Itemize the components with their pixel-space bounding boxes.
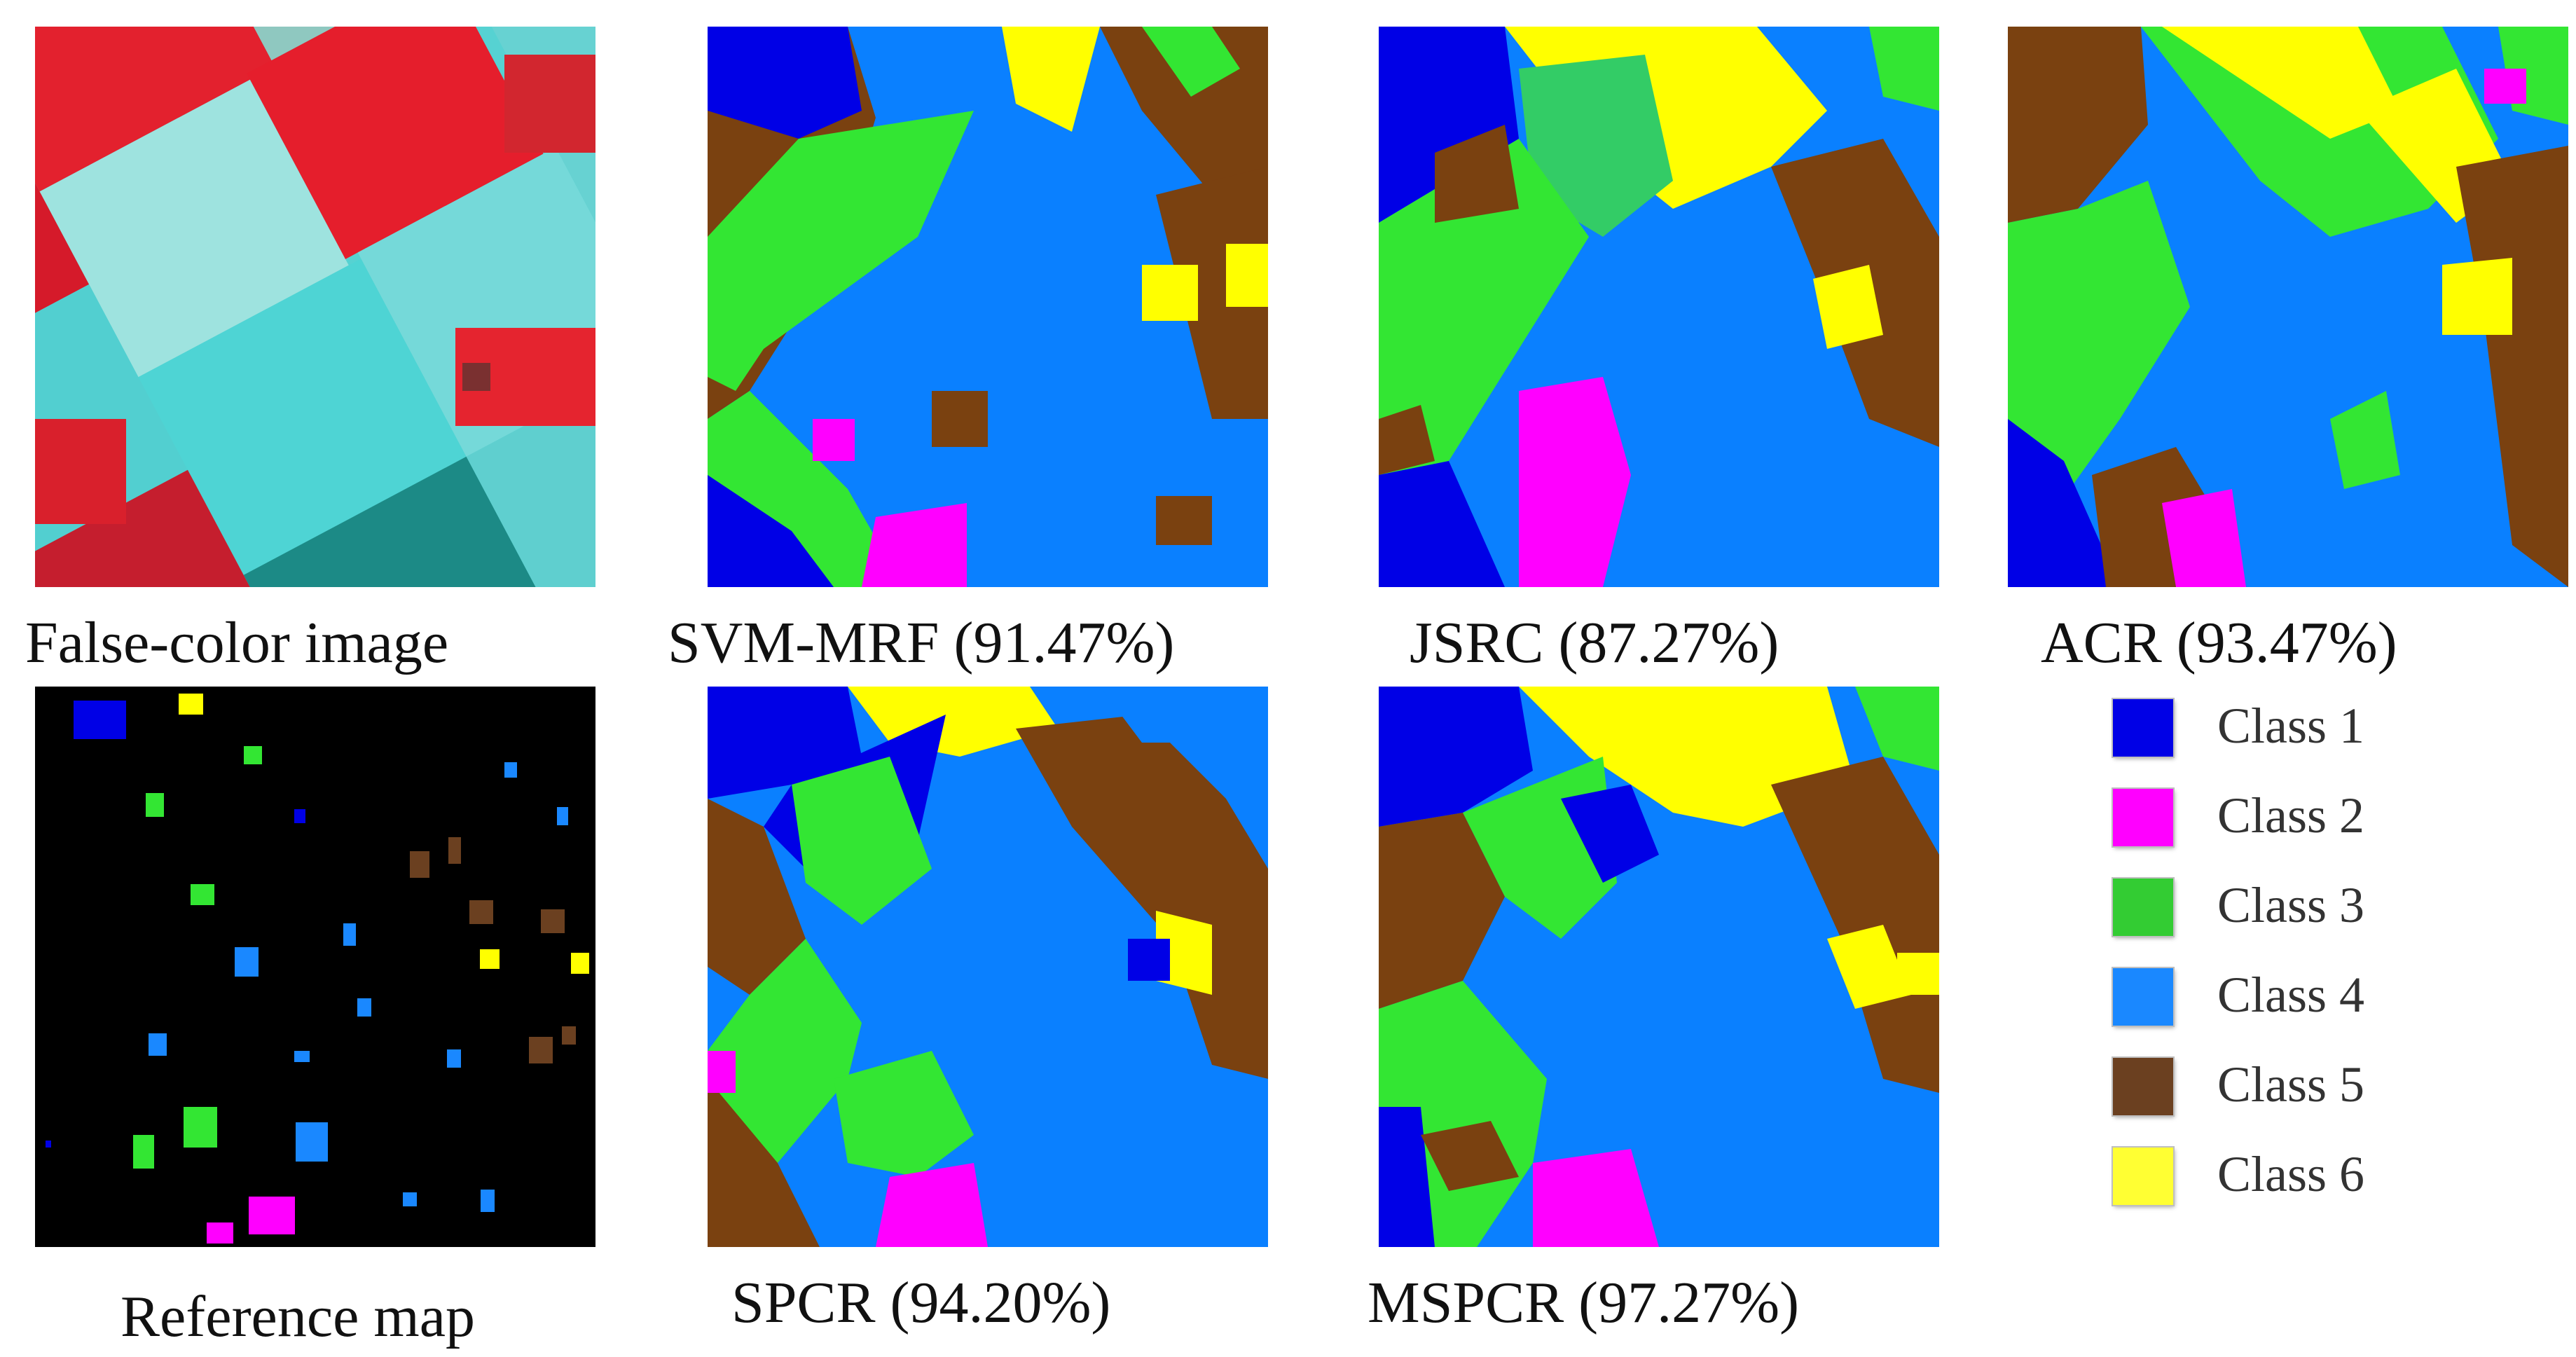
panel-caption-svm-mrf: SVM-MRF (91.47%) (668, 610, 1175, 675)
reference-map-panel (35, 687, 595, 1247)
legend-label: Class 5 (2217, 1056, 2365, 1113)
false-color-image-panel (35, 27, 595, 587)
panel-caption-acr: ACR (93.47%) (2041, 610, 2397, 675)
legend-swatch-class-2 (2113, 789, 2173, 846)
panel-caption-false-color: False-color image (25, 610, 449, 675)
legend-label: Class 6 (2217, 1146, 2365, 1202)
legend-label: Class 4 (2217, 967, 2365, 1023)
jsrc-classification-map (1379, 27, 1939, 587)
reference-map (35, 687, 595, 1247)
svm-mrf-map-panel (708, 27, 1268, 587)
panel-caption-mspcr: MSPCR (97.27%) (1368, 1270, 1800, 1335)
mspcr-map-panel (1379, 687, 1939, 1247)
legend-swatch-class-5 (2113, 1058, 2173, 1115)
legend-item-class-3: Class 3 (2102, 873, 2550, 943)
legend-label: Class 2 (2217, 787, 2365, 843)
legend-label: Class 1 (2217, 698, 2365, 754)
legend-item-class-5: Class 5 (2102, 1052, 2550, 1122)
legend-label: Class 3 (2217, 877, 2365, 933)
legend-item-class-6: Class 6 (2102, 1142, 2550, 1212)
legend-swatch-class-1 (2113, 699, 2173, 757)
jsrc-map-panel (1379, 27, 1939, 587)
legend-swatch-class-6 (2113, 1148, 2173, 1205)
svm-mrf-classification-map (708, 27, 1268, 587)
legend-swatch-class-4 (2113, 968, 2173, 1026)
acr-map-panel (2008, 27, 2568, 587)
false-color-image (35, 27, 595, 587)
spcr-map-panel (708, 687, 1268, 1247)
legend-item-class-4: Class 4 (2102, 963, 2550, 1033)
panel-caption-reference: Reference map (120, 1284, 476, 1349)
panel-caption-spcr: SPCR (94.20%) (731, 1270, 1111, 1335)
legend-item-class-1: Class 1 (2102, 694, 2550, 764)
legend-item-class-2: Class 2 (2102, 783, 2550, 853)
acr-classification-map (2008, 27, 2568, 587)
spcr-classification-map (708, 687, 1268, 1247)
mspcr-classification-map (1379, 687, 1939, 1247)
class-legend: Class 1 Class 2 Class 3 Class 4 Class 5 … (2102, 694, 2550, 1226)
panel-caption-jsrc: JSRC (87.27%) (1410, 610, 1779, 675)
legend-swatch-class-3 (2113, 879, 2173, 936)
